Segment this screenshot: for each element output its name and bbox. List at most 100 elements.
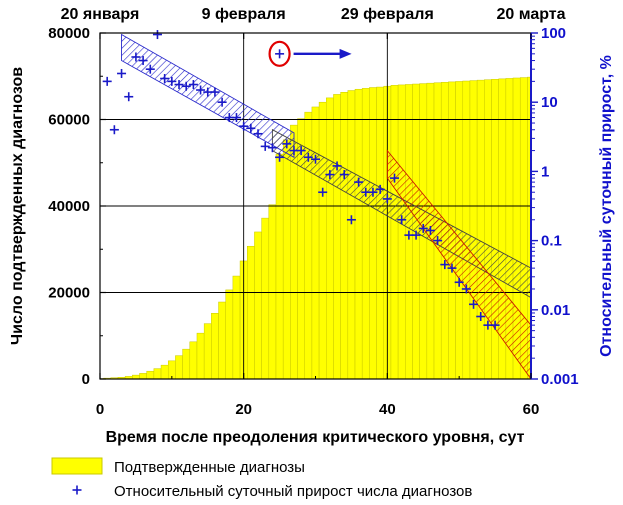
point-day-30 [311, 154, 320, 164]
point-day-20 [239, 121, 249, 131]
x-tick-label: 20 [235, 401, 252, 418]
annotation-arrow-head [339, 48, 352, 59]
bar-day-17 [218, 301, 226, 380]
bar-day-38 [369, 87, 377, 380]
bar-day-14 [196, 332, 205, 380]
point-day-4 [124, 92, 134, 102]
point-day-45 [418, 223, 428, 233]
point-day-7 [145, 64, 155, 74]
point-day-46 [425, 225, 435, 235]
gridlines [100, 33, 531, 379]
bar-day-54 [484, 79, 492, 380]
point-day-17 [217, 97, 227, 107]
y-tick-label: 60000 [48, 112, 90, 129]
point-day-49 [447, 263, 457, 273]
point-day-42 [397, 215, 407, 225]
bar-day-25 [275, 153, 284, 380]
annotation-circle [268, 40, 291, 67]
y2-tick-label: 100 [541, 25, 566, 42]
bar-day-39 [376, 86, 384, 380]
y-tick-label: 0 [82, 371, 90, 388]
y2-tick-label: 10 [541, 94, 558, 111]
scatter-series [102, 30, 500, 330]
point-day-33 [332, 161, 342, 171]
point-day-52 [469, 299, 479, 309]
bar-day-18 [225, 289, 234, 380]
bar-day-13 [189, 341, 198, 380]
point-day-55 [490, 320, 500, 330]
point-day-53 [476, 312, 486, 322]
bar-day-55 [491, 79, 499, 380]
x-tick-label: 60 [523, 401, 540, 418]
y2-tick-label: 1 [541, 163, 549, 180]
date-label: 20 января [61, 6, 140, 23]
bar-day-32 [326, 97, 334, 380]
point-day-8 [152, 30, 162, 40]
bar-day-36 [354, 88, 363, 380]
y-tick-label: 20000 [48, 285, 90, 302]
point-day-12 [181, 81, 191, 91]
axis-text: 20 января 9 февраля 29 февраля 20 марта 0 20 4… [9, 6, 615, 446]
axes [99, 32, 538, 380]
point-day-38 [368, 187, 378, 197]
legend-label-points: Относительный суточный прирост числа диа… [114, 483, 472, 500]
bar-day-8 [153, 368, 162, 380]
point-day-24 [267, 143, 277, 153]
bar-day-16 [211, 313, 219, 380]
bar-day-6 [139, 373, 147, 380]
point-day-10 [167, 76, 177, 86]
y-tick-label: 80000 [48, 25, 90, 42]
bar-day-31 [318, 101, 327, 380]
bar-day-51 [462, 80, 471, 380]
point-day-28 [296, 146, 306, 156]
point-day-1 [102, 76, 112, 86]
bar-day-22 [254, 231, 262, 380]
y2-axis-title: Относительный суточный прирост, % [598, 55, 615, 357]
bar-day-41 [390, 85, 399, 380]
point-day-9 [160, 74, 170, 84]
bar-day-33 [333, 94, 341, 380]
point-day-29 [303, 152, 313, 162]
point-day-39 [375, 184, 385, 194]
point-day-11 [174, 80, 184, 90]
bar-day-35 [347, 90, 356, 380]
bar-day-15 [203, 323, 212, 380]
point-day-41 [390, 173, 400, 183]
legend: Подтвержденные диагнозы Относительный сут… [51, 457, 472, 500]
y2-tick-label: 0.1 [541, 233, 562, 250]
date-label: 9 февраля [202, 6, 286, 23]
point-day-50 [454, 277, 464, 287]
point-day-19 [231, 113, 241, 123]
bar-day-37 [361, 88, 370, 380]
y-axis-title: Число подтвержденных диагнозов [9, 67, 26, 345]
point-day-23 [260, 141, 270, 151]
y2-tick-label: 0.01 [541, 302, 570, 319]
bar-day-7 [146, 370, 155, 380]
point-day-51 [461, 284, 471, 294]
point-day-21 [246, 123, 256, 133]
point-day-14 [196, 85, 206, 95]
bar-day-9 [160, 364, 169, 380]
bar-day-11 [175, 355, 183, 380]
point-day-47 [433, 236, 443, 246]
point-day-5 [131, 52, 141, 62]
point-day-16 [210, 87, 220, 97]
date-label: 29 февраля [341, 6, 434, 23]
bar-day-24 [268, 204, 277, 380]
legend-label-bars: Подтвержденные диагнозы [114, 459, 305, 476]
bar-day-23 [261, 217, 270, 380]
bar-day-42 [397, 84, 406, 380]
annotation [268, 40, 352, 67]
y2-tick-label: 0.001 [541, 371, 579, 388]
point-day-26 [282, 139, 292, 149]
point-day-48 [440, 260, 450, 270]
point-day-25 [275, 152, 285, 162]
point-day-32 [325, 170, 335, 180]
legend-swatch-bars [51, 457, 103, 475]
bar-day-12 [182, 348, 191, 380]
point-day-40 [382, 194, 392, 204]
x-tick-label: 0 [96, 401, 104, 418]
bar-day-26 [282, 139, 291, 380]
x-tick-label: 40 [379, 401, 396, 418]
